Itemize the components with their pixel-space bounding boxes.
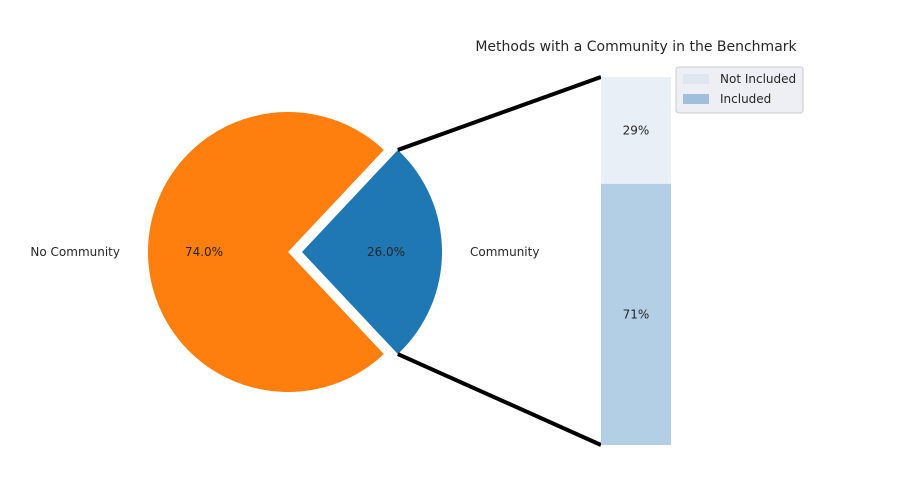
pie-slice-community: [302, 149, 443, 355]
connector-line-top: [397, 75, 602, 152]
bar-segment-included: [601, 183, 671, 445]
connector-line-bottom: [397, 352, 602, 447]
bar-chart-title: Methods with a Community in the Benchmar…: [475, 39, 797, 55]
bar-segment-not-included: [601, 77, 671, 184]
legend: Not Included Included: [675, 66, 804, 114]
legend-label-included: Included: [720, 92, 771, 106]
legend-label-not-included: Not Included: [720, 72, 796, 86]
pie-label-community: Community: [470, 245, 539, 259]
legend-swatch-included: [683, 94, 709, 104]
stacked-bar-chart: 71% 29%: [601, 77, 671, 445]
bar-value-label-included: 71%: [623, 307, 650, 321]
pie-value-label-community: 26.0%: [367, 245, 405, 259]
pie-slice-no-community: [148, 111, 384, 393]
pie-label-no-community: No Community: [30, 245, 120, 259]
connector-lines: [397, 75, 602, 447]
bar-value-label-not-included: 29%: [623, 123, 650, 137]
pie-chart: Community 26.0% No Community 74.0%: [30, 111, 539, 393]
pie-value-label-no-community: 74.0%: [185, 245, 223, 259]
legend-swatch-not-included: [683, 74, 709, 84]
